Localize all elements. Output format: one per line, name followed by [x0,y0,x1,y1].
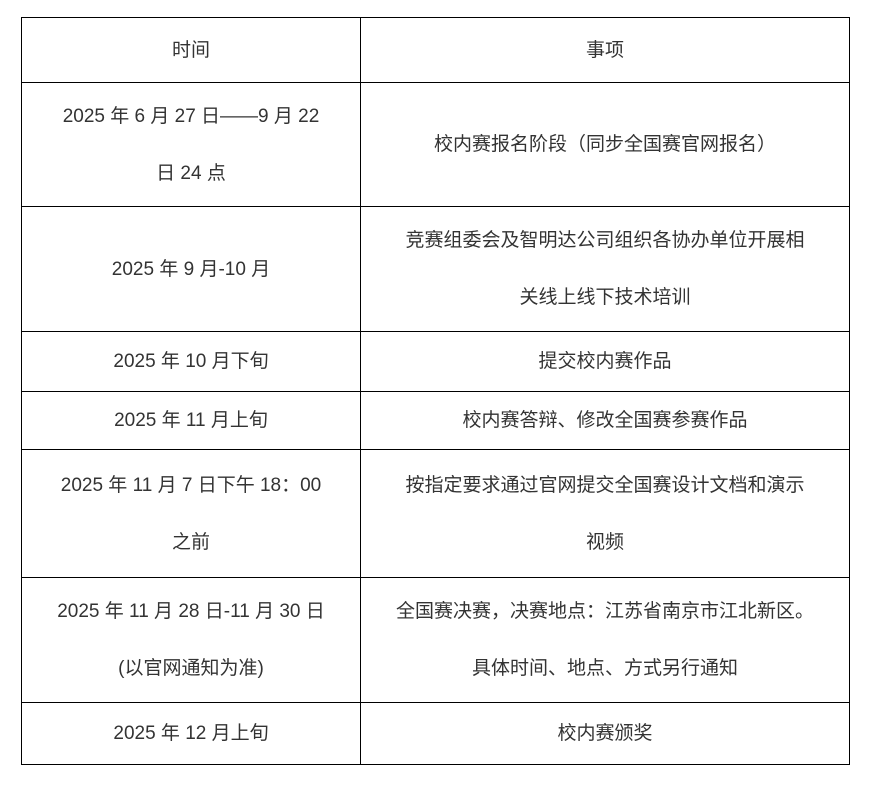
time-cell: 2025 年 11 月上旬 [21,391,361,450]
table-row: 2025 年 11 月上旬 校内赛答辩、修改全国赛参赛作品 [21,391,850,450]
time-cell: 2025 年 12 月上旬 [21,702,361,765]
item-cell: 提交校内赛作品 [360,331,850,392]
column-header-time: 时间 [21,17,361,83]
time-cell: 2025 年 9 月-10 月 [21,206,361,332]
table-row: 2025 年 11 月 7 日下午 18：00 之前 按指定要求通过官网提交全国… [21,449,850,578]
item-cell: 校内赛报名阶段（同步全国赛官网报名） [360,82,850,207]
table-row: 2025 年 9 月-10 月 竞赛组委会及智明达公司组织各协办单位开展相 关线… [21,206,850,332]
item-cell: 竞赛组委会及智明达公司组织各协办单位开展相 关线上线下技术培训 [360,206,850,332]
table-row: 2025 年 10 月下旬 提交校内赛作品 [21,331,850,392]
item-cell: 校内赛颁奖 [360,702,850,765]
time-cell: 2025 年 6 月 27 日——9 月 22 日 24 点 [21,82,361,207]
item-cell: 全国赛决赛，决赛地点：江苏省南京市江北新区。 具体时间、地点、方式另行通知 [360,577,850,703]
table-row: 2025 年 6 月 27 日——9 月 22 日 24 点 校内赛报名阶段（同… [21,82,850,207]
header-row: 时间 事项 [21,17,850,83]
table-row: 2025 年 11 月 28 日-11 月 30 日 (以官网通知为准) 全国赛… [21,577,850,703]
column-header-item: 事项 [360,17,850,83]
item-cell: 校内赛答辩、修改全国赛参赛作品 [360,391,850,450]
table-row: 2025 年 12 月上旬 校内赛颁奖 [21,702,850,765]
time-cell: 2025 年 11 月 28 日-11 月 30 日 (以官网通知为准) [21,577,361,703]
schedule-table: 时间 事项 2025 年 6 月 27 日——9 月 22 日 24 点 校内赛… [21,17,850,765]
time-cell: 2025 年 11 月 7 日下午 18：00 之前 [21,449,361,578]
item-cell: 按指定要求通过官网提交全国赛设计文档和演示 视频 [360,449,850,578]
time-cell: 2025 年 10 月下旬 [21,331,361,392]
